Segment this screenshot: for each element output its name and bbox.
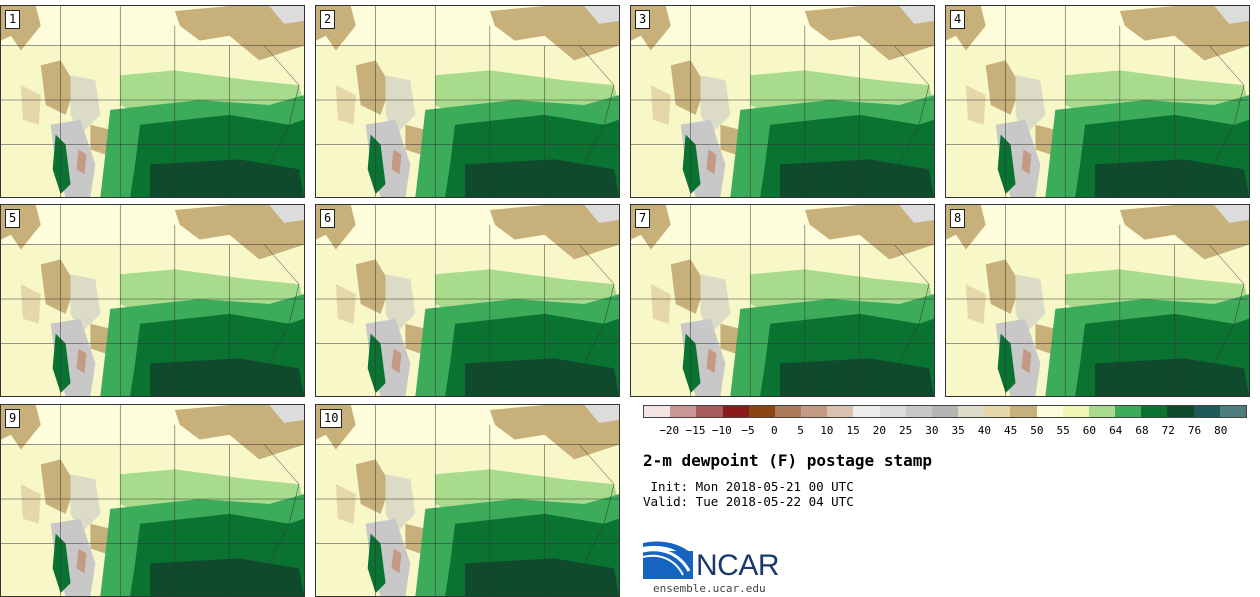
colorbar-segment bbox=[1193, 406, 1220, 417]
colorbar-tick-label: 50 bbox=[1030, 424, 1044, 437]
dewpoint-map bbox=[946, 205, 1249, 396]
colorbar-segment bbox=[1088, 406, 1116, 417]
member-panel[interactable]: 1 bbox=[0, 5, 305, 198]
valid-time: Valid: Tue 2018-05-22 04 UTC bbox=[643, 494, 854, 509]
colorbar-segment bbox=[748, 406, 775, 417]
colorbar-tick-label: 76 bbox=[1187, 424, 1202, 437]
plot-title: 2-m dewpoint (F) postage stamp bbox=[643, 451, 932, 470]
member-panel[interactable]: 7 bbox=[630, 204, 935, 397]
colorbar-segment bbox=[853, 406, 880, 417]
colorbar-tick-label: 10 bbox=[820, 424, 834, 437]
colorbar-ticks: −20 −15 −10 −5 0 5 10 15 20 25 30 35 40 45 50 55 60 64 68 7… bbox=[643, 420, 1247, 437]
colorbar-segment bbox=[1036, 406, 1063, 417]
member-label: 4 bbox=[950, 10, 966, 29]
member-panel[interactable]: 5 bbox=[0, 204, 305, 397]
colorbar-segment bbox=[827, 406, 854, 417]
colorbar-tick-label: 30 bbox=[925, 424, 939, 437]
colorbar-tick-label: 35 bbox=[951, 424, 965, 437]
dewpoint-map bbox=[1, 405, 304, 596]
colorbar-segment bbox=[670, 406, 697, 417]
member-label: 5 bbox=[5, 209, 21, 228]
member-panel[interactable]: 3 bbox=[630, 5, 935, 198]
member-panel[interactable]: 4 bbox=[945, 5, 1250, 198]
colorbar-segment bbox=[905, 406, 932, 417]
dewpoint-colorbar bbox=[643, 405, 1247, 418]
colorbar-tick-label: 68 bbox=[1135, 424, 1149, 437]
colorbar-segment bbox=[879, 406, 906, 417]
member-panel[interactable]: 2 bbox=[315, 5, 620, 198]
colorbar-segment bbox=[774, 406, 802, 417]
colorbar-segment bbox=[931, 406, 959, 417]
member-label: 2 bbox=[320, 10, 336, 29]
colorbar-tick-label: 45 bbox=[1004, 424, 1018, 437]
dewpoint-map bbox=[316, 6, 619, 197]
colorbar-segment bbox=[958, 406, 985, 417]
colorbar-segment bbox=[1167, 406, 1194, 417]
colorbar-tick-label: −20 bbox=[659, 424, 680, 437]
colorbar-tick-label: 0 bbox=[770, 424, 778, 437]
dewpoint-map bbox=[316, 205, 619, 396]
colorbar-tick-label: 72 bbox=[1161, 424, 1175, 437]
ncar-logo-icon[interactable] bbox=[643, 541, 793, 581]
member-label: 8 bbox=[950, 209, 966, 228]
colorbar-tick-label: 80 bbox=[1214, 424, 1228, 437]
ncar-logo-text: NCAR bbox=[696, 549, 780, 582]
colorbar-segment bbox=[1141, 406, 1168, 417]
dewpoint-map bbox=[631, 205, 934, 396]
colorbar-segment bbox=[1219, 406, 1246, 417]
colorbar-segment bbox=[1115, 406, 1142, 417]
colorbar-tick-label: −10 bbox=[711, 424, 732, 437]
member-label: 10 bbox=[320, 409, 343, 428]
colorbar-tick-label: −15 bbox=[685, 424, 706, 437]
colorbar-segment bbox=[984, 406, 1011, 417]
dewpoint-map bbox=[1, 205, 304, 396]
colorbar-tick-label: −5 bbox=[741, 424, 755, 437]
member-label: 9 bbox=[5, 409, 21, 428]
member-label: 6 bbox=[320, 209, 336, 228]
member-label: 7 bbox=[635, 209, 651, 228]
member-panel[interactable]: 10 bbox=[315, 404, 620, 597]
dewpoint-map bbox=[631, 6, 934, 197]
colorbar-tick-label: 20 bbox=[872, 424, 886, 437]
member-label: 1 bbox=[5, 10, 21, 29]
colorbar-segment bbox=[801, 406, 828, 417]
colorbar-segment bbox=[644, 406, 671, 417]
dewpoint-map bbox=[946, 6, 1249, 197]
colorbar-tick-label: 5 bbox=[797, 424, 804, 437]
member-panel[interactable]: 6 bbox=[315, 204, 620, 397]
site-url[interactable]: ensemble.ucar.edu bbox=[653, 582, 766, 595]
init-time: Init: Mon 2018-05-21 00 UTC bbox=[643, 479, 854, 494]
colorbar-tick-label: 15 bbox=[846, 424, 860, 437]
member-panel[interactable]: 8 bbox=[945, 204, 1250, 397]
colorbar-segment bbox=[1062, 406, 1089, 417]
colorbar-tick-label: 55 bbox=[1056, 424, 1070, 437]
colorbar-segment bbox=[722, 406, 749, 417]
dewpoint-map bbox=[1, 6, 304, 197]
colorbar-tick-label: 60 bbox=[1082, 424, 1097, 437]
member-label: 3 bbox=[635, 10, 651, 29]
colorbar-tick-label: 25 bbox=[898, 424, 913, 437]
member-panel[interactable]: 9 bbox=[0, 404, 305, 597]
colorbar-tick-label: 64 bbox=[1109, 424, 1123, 437]
colorbar-segment bbox=[696, 406, 723, 417]
dewpoint-map bbox=[316, 405, 619, 596]
colorbar-tick-label: 40 bbox=[977, 424, 992, 437]
colorbar-segment bbox=[1010, 406, 1037, 417]
